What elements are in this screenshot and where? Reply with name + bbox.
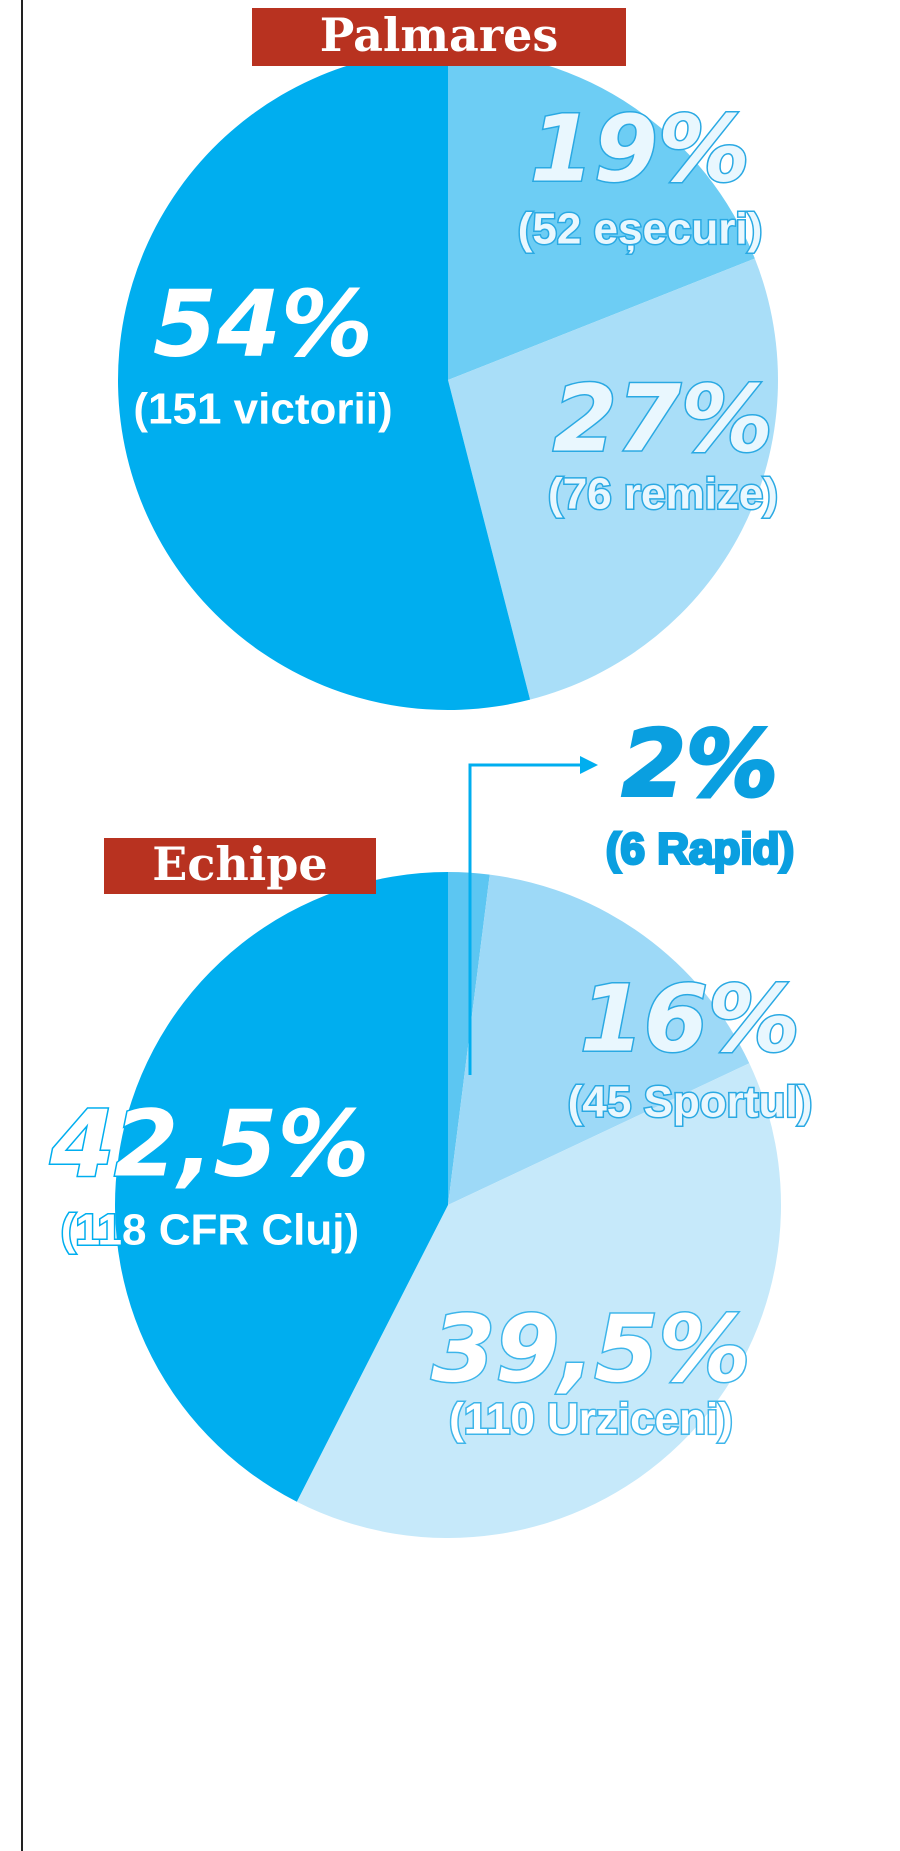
title-box: [104, 838, 376, 894]
percent-label: 16%: [580, 965, 800, 1072]
chart-title: Palmares: [320, 8, 559, 62]
labels: 19%(52 eșecuri) 27%(76 remize) 54% (151 vic…: [48, 94, 814, 1445]
pie-slice: [448, 258, 778, 700]
pie-slice: [118, 50, 531, 710]
callout-line: [468, 763, 585, 1075]
percent-label: 19%: [530, 95, 750, 202]
slice-label: (118 CFR Cluj): [61, 1206, 359, 1255]
slice-label: (6 Rapid): [606, 825, 794, 874]
percent-label: 42,5%: [49, 1090, 369, 1197]
pie-slice: [114, 872, 448, 1502]
slice-label: (45 Sportul): [568, 1078, 812, 1127]
slice-label: (76 remize): [548, 470, 778, 519]
percent-label: 54%: [153, 270, 373, 377]
slice-label: (110 Urziceni): [449, 1395, 733, 1444]
chart-title: Echipe: [152, 837, 327, 891]
pie-slice: [448, 874, 750, 1205]
title-box: [252, 8, 626, 66]
pie-slice: [448, 50, 755, 380]
percent-label: 2%: [622, 710, 778, 817]
percent-label: 39,5%: [431, 1295, 750, 1402]
slice-label: (52 eșecuri): [518, 205, 763, 254]
percent-label: 27%: [553, 365, 773, 472]
slice-label: (151 victorii): [133, 385, 392, 434]
arrow-head: [580, 756, 598, 774]
pies: [114, 50, 782, 1539]
pie-slice: [296, 1063, 782, 1539]
